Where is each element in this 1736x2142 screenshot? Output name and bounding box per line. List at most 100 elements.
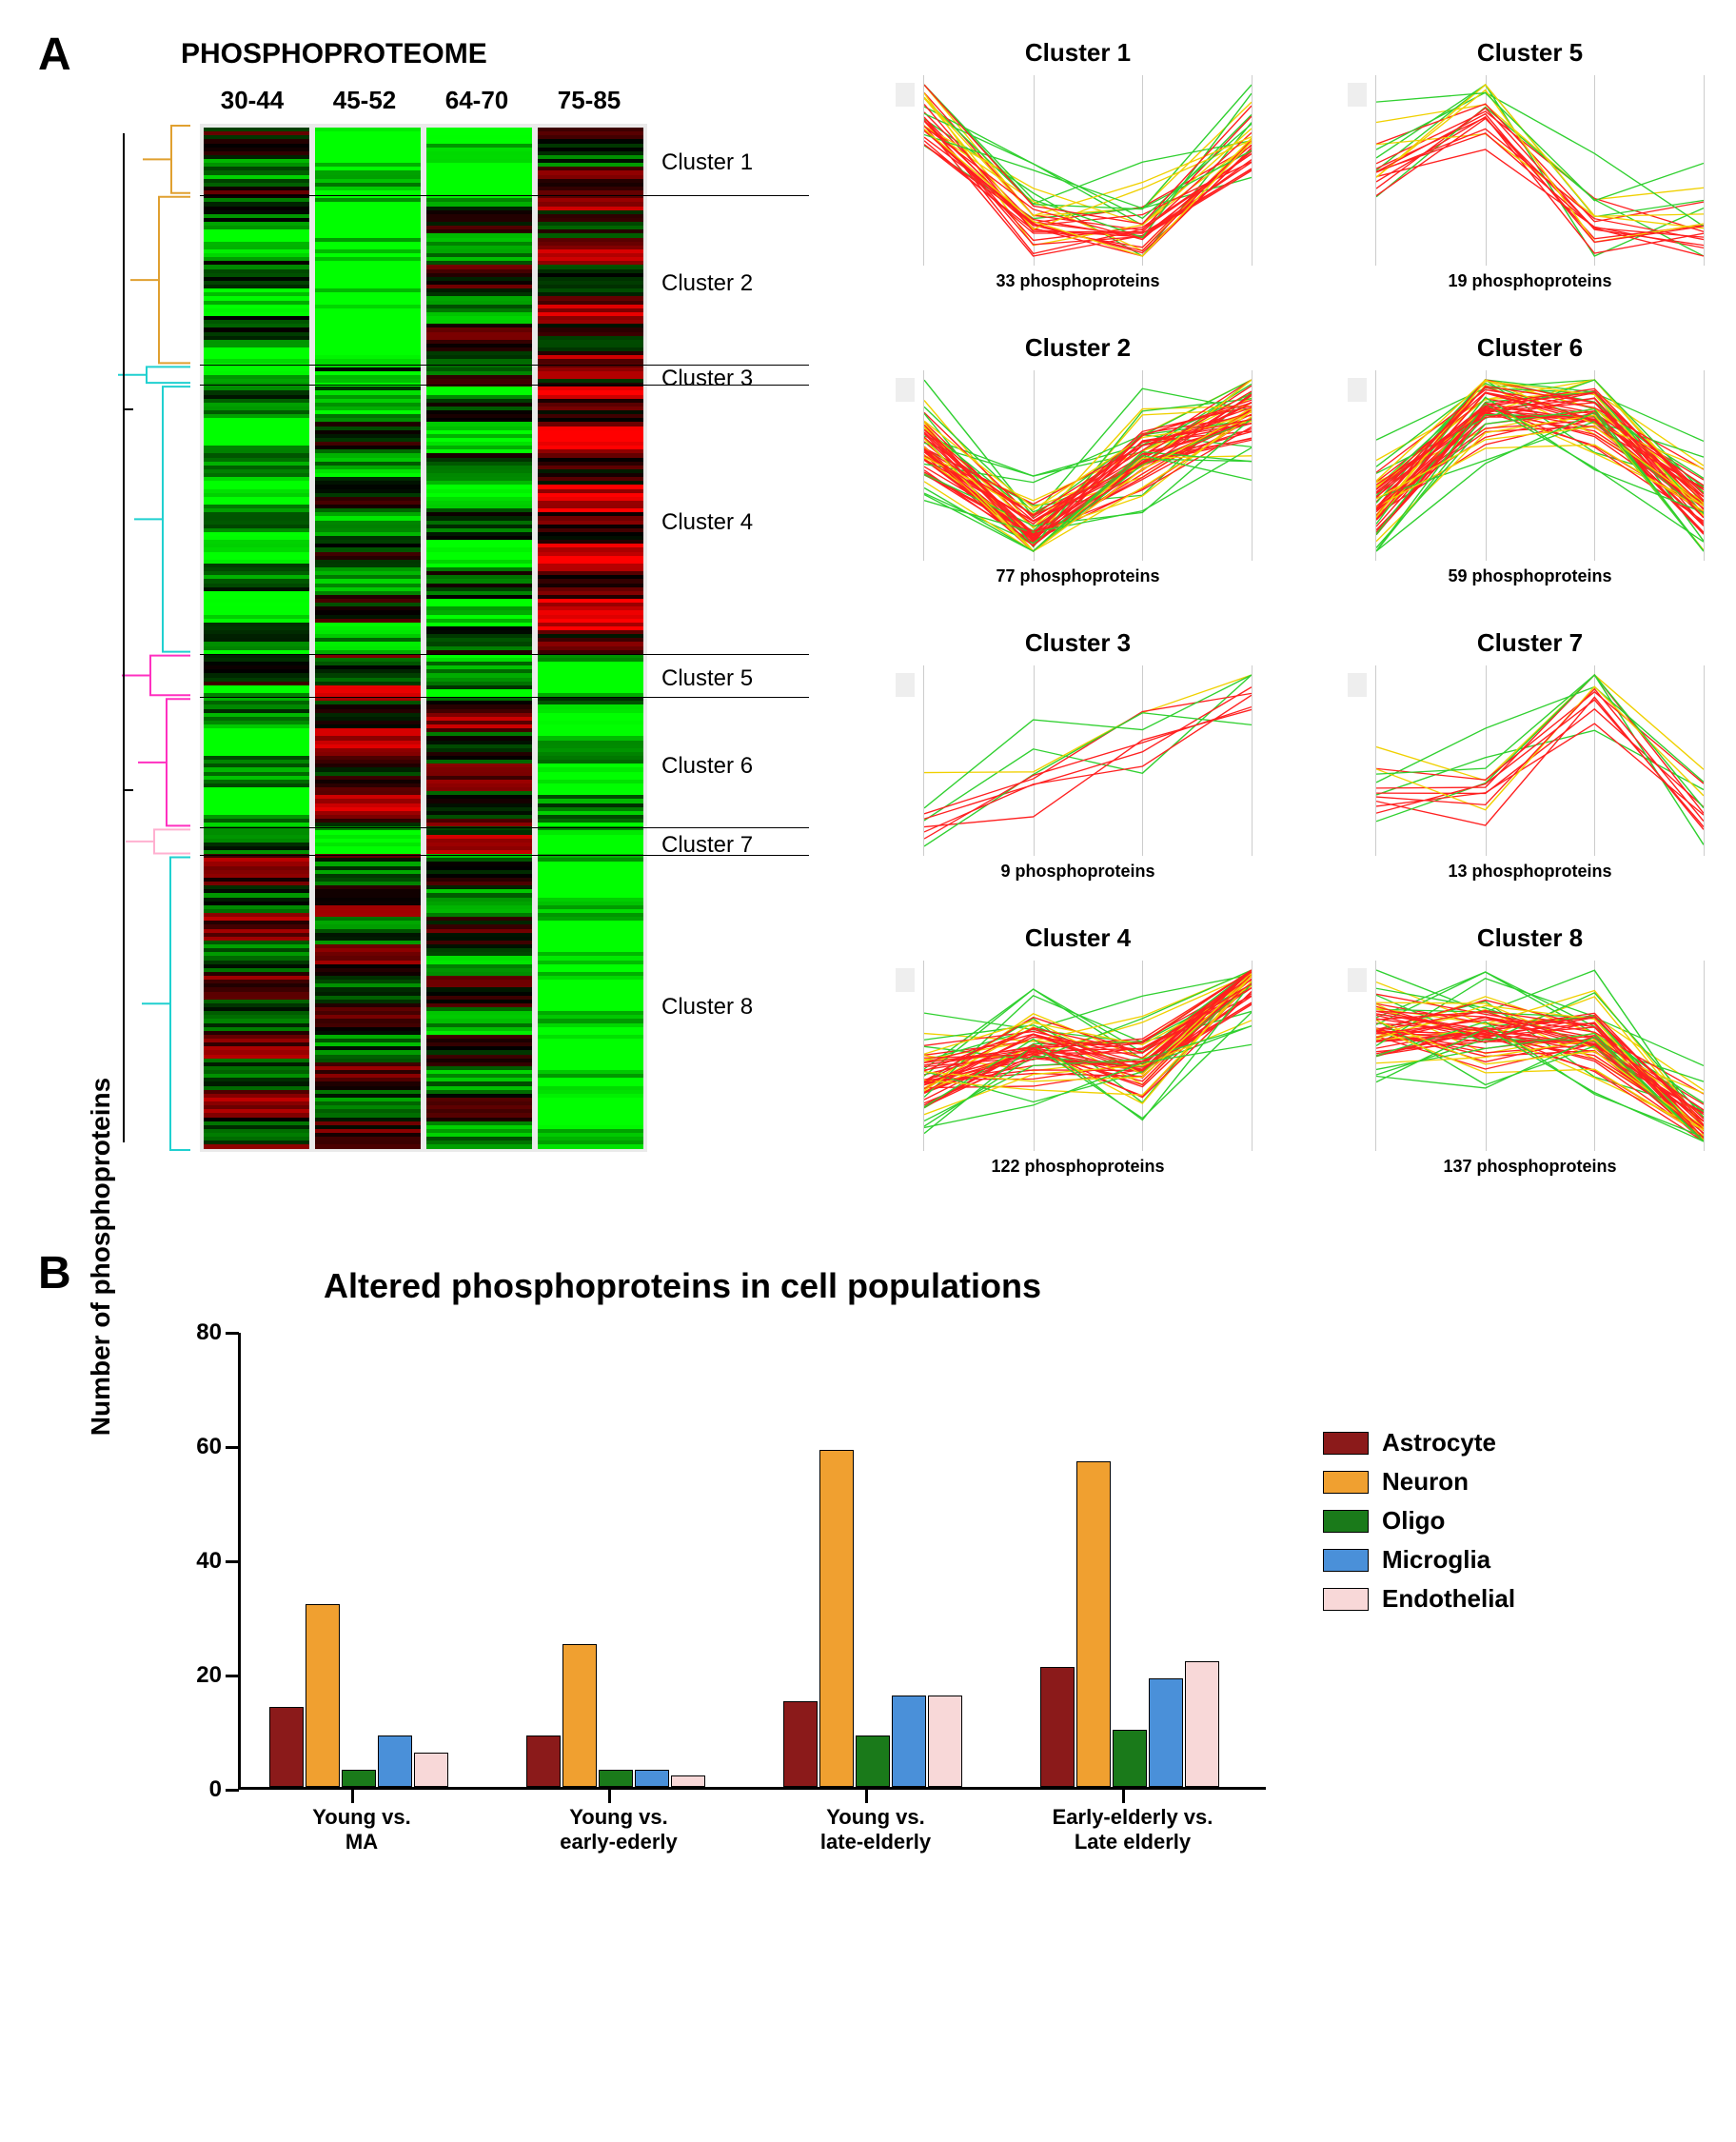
cluster-divider bbox=[200, 697, 809, 698]
panel-b: B Altered phosphoproteins in cell popula… bbox=[57, 1257, 1679, 1999]
bar bbox=[928, 1696, 962, 1787]
bar bbox=[856, 1735, 890, 1787]
cluster-profile: Cluster 39 phosphoproteins bbox=[885, 628, 1271, 914]
cluster-label: Cluster 7 bbox=[661, 828, 814, 859]
panel-a-title: PHOSPHOPROTEOME bbox=[181, 38, 487, 70]
legend-label: Neuron bbox=[1382, 1467, 1469, 1497]
heatmap-col-header: 30-44 bbox=[200, 86, 305, 115]
bar bbox=[1113, 1730, 1147, 1787]
x-tick-label: Young vs.late-elderly bbox=[771, 1805, 980, 1854]
legend-swatch bbox=[1323, 1510, 1369, 1533]
bar bbox=[526, 1735, 561, 1787]
cluster-label: Cluster 6 bbox=[661, 749, 814, 780]
heatmap-container: 30-4445-5264-7075-85 Cluster 1Cluster 2C… bbox=[114, 86, 838, 1161]
legend-label: Astrocyte bbox=[1382, 1428, 1496, 1458]
cluster-divider bbox=[200, 654, 809, 655]
cluster-profile: Cluster 8137 phosphoproteins bbox=[1337, 923, 1723, 1209]
heatmap-column bbox=[204, 128, 309, 1148]
bar bbox=[414, 1753, 448, 1787]
bar-group bbox=[1040, 1461, 1219, 1787]
heatmap-col-header: 45-52 bbox=[312, 86, 417, 115]
heatmap-column-headers: 30-4445-5264-70 75-85 bbox=[200, 86, 641, 115]
bar bbox=[599, 1770, 633, 1787]
bar-group bbox=[269, 1604, 448, 1787]
legend-label: Oligo bbox=[1382, 1506, 1445, 1536]
panel-b-label: B bbox=[38, 1247, 71, 1299]
cluster-label: Cluster 1 bbox=[661, 146, 814, 176]
y-tick-label: 80 bbox=[187, 1319, 222, 1346]
cluster-profiles-grid: Cluster 1 33 phosphoproteins Cluster 5 19 p… bbox=[885, 38, 1723, 1209]
profile-title: Cluster 7 bbox=[1337, 628, 1723, 658]
legend-item: Endothelial bbox=[1323, 1584, 1515, 1614]
cluster-profile: Cluster 659 phosphoproteins bbox=[1337, 333, 1723, 619]
panel-b-title: Altered phosphoproteins in cell populati… bbox=[324, 1266, 1041, 1306]
legend-item: Oligo bbox=[1323, 1506, 1515, 1536]
legend-label: Microglia bbox=[1382, 1545, 1490, 1575]
profile-caption: 122 phosphoproteins bbox=[885, 1157, 1271, 1177]
profile-plot bbox=[923, 370, 1252, 561]
cluster-profile: Cluster 4122 phosphoproteins bbox=[885, 923, 1271, 1209]
cluster-label: Cluster 4 bbox=[661, 506, 814, 536]
legend-swatch bbox=[1323, 1432, 1369, 1455]
y-tick-label: 60 bbox=[187, 1434, 222, 1460]
legend-item: Astrocyte bbox=[1323, 1428, 1515, 1458]
legend-label: Endothelial bbox=[1382, 1584, 1515, 1614]
cluster-divider bbox=[200, 385, 809, 386]
heatmap-column bbox=[538, 128, 643, 1148]
cluster-labels: Cluster 1Cluster 2Cluster 3Cluster 4Clus… bbox=[661, 124, 833, 1152]
legend-item: Microglia bbox=[1323, 1545, 1515, 1575]
cluster-label: Cluster 3 bbox=[661, 362, 814, 392]
bar bbox=[1076, 1461, 1111, 1787]
profile-title: Cluster 1 bbox=[885, 38, 1271, 68]
bar bbox=[1185, 1661, 1219, 1787]
bar bbox=[671, 1775, 705, 1787]
cluster-divider bbox=[200, 195, 809, 196]
cluster-profile: Cluster 1 33 phosphoproteins bbox=[885, 38, 1271, 324]
profile-caption: 33 phosphoproteins bbox=[885, 271, 1271, 291]
profile-caption: 9 phosphoproteins bbox=[885, 862, 1271, 882]
dendrogram bbox=[114, 124, 190, 1152]
legend-swatch bbox=[1323, 1471, 1369, 1494]
cluster-profile: Cluster 277 phosphoproteins bbox=[885, 333, 1271, 619]
y-axis-label: Number of phosphoproteins bbox=[86, 1028, 116, 1485]
heatmap bbox=[200, 124, 647, 1152]
bar bbox=[562, 1644, 597, 1787]
cluster-divider bbox=[200, 855, 809, 856]
profile-plot bbox=[1375, 370, 1704, 561]
legend-swatch bbox=[1323, 1549, 1369, 1572]
chart-plot-area: 020406080 bbox=[238, 1333, 1266, 1790]
profile-caption: 137 phosphoproteins bbox=[1337, 1157, 1723, 1177]
x-tick-label: Young vs.early-ederly bbox=[514, 1805, 723, 1854]
profile-plot bbox=[923, 961, 1252, 1151]
y-tick-label: 0 bbox=[187, 1776, 222, 1803]
bar bbox=[819, 1450, 854, 1787]
cluster-label: Cluster 8 bbox=[661, 990, 814, 1021]
bar-group bbox=[526, 1644, 705, 1787]
bar-chart: Number of phosphoproteins 020406080 Youn… bbox=[162, 1333, 1266, 1866]
bar-group bbox=[783, 1450, 962, 1787]
panel-a-label: A bbox=[38, 29, 71, 81]
x-tick-label: Early-elderly vs.Late elderly bbox=[1028, 1805, 1237, 1854]
heatmap-col-header: 64-70 bbox=[424, 86, 529, 115]
bar bbox=[1149, 1678, 1183, 1787]
legend: Astrocyte Neuron Oligo Microglia Endothelial bbox=[1323, 1428, 1515, 1623]
x-tick-label: Young vs.MA bbox=[257, 1805, 466, 1854]
profile-plot bbox=[1375, 665, 1704, 856]
profile-plot bbox=[1375, 75, 1704, 266]
bar bbox=[378, 1735, 412, 1787]
profile-title: Cluster 6 bbox=[1337, 333, 1723, 363]
cluster-label: Cluster 5 bbox=[661, 662, 814, 692]
y-tick-label: 20 bbox=[187, 1662, 222, 1689]
panel-a: A PHOSPHOPROTEOME 30-4445-5264-7075-85 C… bbox=[57, 38, 1679, 1219]
profile-title: Cluster 5 bbox=[1337, 38, 1723, 68]
bar bbox=[342, 1770, 376, 1787]
legend-swatch bbox=[1323, 1588, 1369, 1611]
bar bbox=[1040, 1667, 1075, 1787]
bar bbox=[635, 1770, 669, 1787]
cluster-profile: Cluster 7 13 phosphoproteins bbox=[1337, 628, 1723, 914]
profile-caption: 13 phosphoproteins bbox=[1337, 862, 1723, 882]
heatmap-col-header: 75-85 bbox=[537, 86, 641, 115]
profile-plot bbox=[923, 75, 1252, 266]
profile-caption: 19 phosphoproteins bbox=[1337, 271, 1723, 291]
profile-title: Cluster 2 bbox=[885, 333, 1271, 363]
